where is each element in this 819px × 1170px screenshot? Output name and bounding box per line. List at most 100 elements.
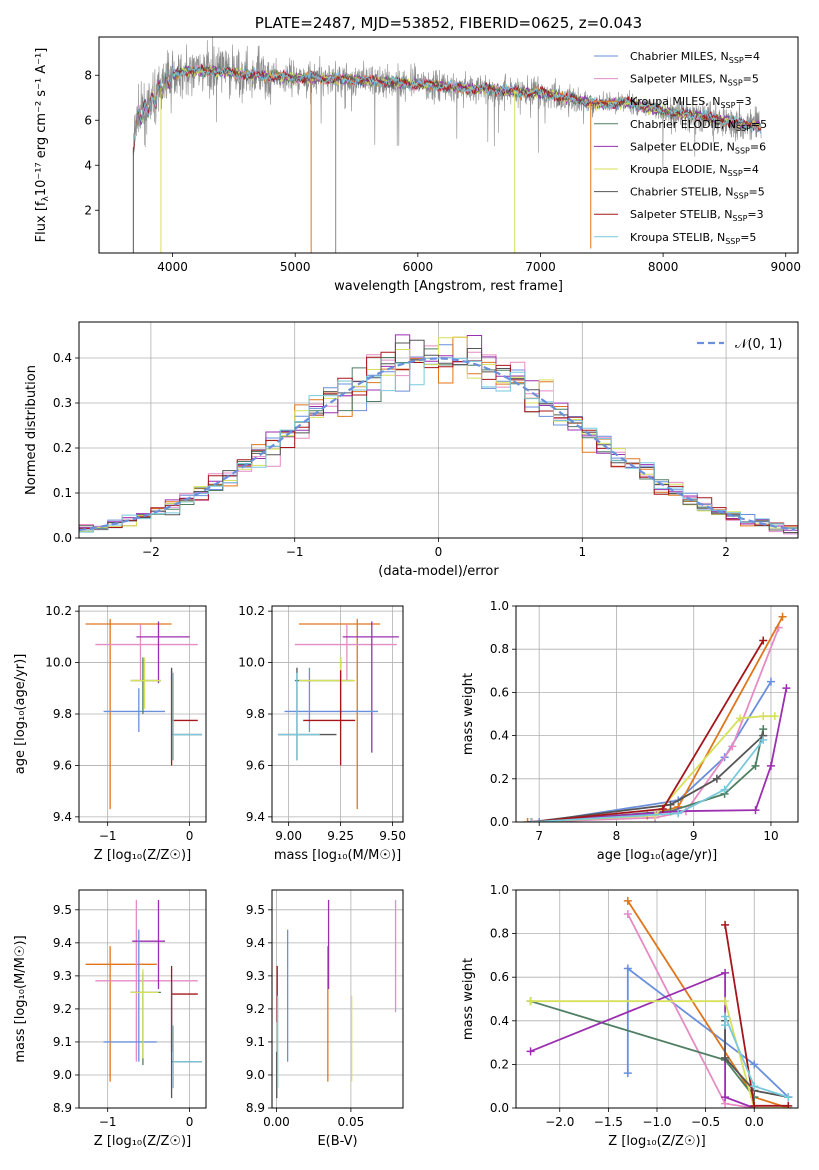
y-tick-label: 9.4: [53, 936, 72, 950]
x-tick-label: −1: [99, 1115, 117, 1129]
axes-frame: [78, 605, 207, 823]
series-marker-salpeter_elodie: [782, 684, 791, 693]
y-tick-label: 1.0: [490, 599, 509, 613]
y-tick-label: 0.0: [53, 531, 72, 545]
spectrum-traces: [132, 37, 762, 253]
series-marker-kroupa_stelib: [759, 735, 768, 744]
mass_vs_z-points: [85, 899, 202, 1099]
series-line-chabrier_miles: [539, 681, 772, 822]
x-axis-label: mass [log₁₀(M/M☉)]: [274, 848, 401, 863]
x-tick-label: 0: [435, 545, 443, 559]
series-marker-kroupa_elodie: [770, 712, 779, 721]
legend-model: Salpeter MILES, N: [630, 73, 728, 86]
y-axis-label-subscript: λ: [41, 196, 51, 202]
series-marker-salpeter_miles: [623, 909, 632, 918]
series-line-kroupa_stelib: [724, 1016, 789, 1098]
legend-subscript: SSP: [732, 214, 747, 223]
x-axis-label: Z [log₁₀(Z/Z☉)]: [94, 1134, 191, 1149]
x-tick-label: 0.05: [338, 1115, 365, 1129]
y-tick-label: 0.8: [490, 927, 509, 941]
series-marker-kroupa_stelib: [721, 1012, 730, 1021]
x-tick-label: 0.0: [745, 1115, 764, 1129]
x-tick-label: 7000: [525, 260, 556, 274]
series-line-kroupa_miles: [627, 900, 789, 1108]
y-tick-label: 9.8: [53, 707, 72, 721]
y-tick-label: 9.6: [53, 758, 72, 772]
massweight_vs_age-panel: 7 8 9 10 0.0 0.2 0.4 0.6 0.8 1.0 age [log₁₀(age/yr…: [461, 599, 799, 863]
x-tick-label: −2.0: [545, 1115, 574, 1129]
reference-normal-curve: [79, 357, 796, 532]
series-marker-salpeter_stelib: [721, 920, 730, 929]
x-tick-label: 4000: [157, 260, 188, 274]
series-marker-salpeter_stelib: [784, 1101, 793, 1108]
y-tick-label: 0.4: [490, 729, 509, 743]
series-marker-chabrier_miles: [535, 818, 544, 822]
y-axis-label: mass weight: [461, 958, 476, 1040]
y-tick-label: 9.4: [246, 936, 265, 950]
series-marker-chabrier_miles: [750, 1060, 759, 1069]
y-tick-label: 10.2: [45, 604, 72, 618]
x-axis-label: wavelength [Angstrom, rest frame]: [334, 279, 563, 294]
legend-entry: Chabrier ELODIE, NSSP=5: [630, 118, 767, 133]
y-tick-label: 6: [84, 113, 92, 127]
legend-n: =3: [735, 95, 751, 108]
y-tick-label: 0.6: [490, 970, 509, 984]
y-tick-label: 9.1: [246, 1035, 265, 1049]
x-tick-label: 0: [186, 1115, 194, 1129]
axes-frame: [271, 889, 404, 1109]
y-tick-label: 0.6: [490, 685, 509, 699]
x-tick-label: 9: [690, 829, 698, 843]
legend-model: Chabrier STELIB, N: [630, 186, 734, 199]
series-marker-salpeter_elodie: [751, 806, 760, 815]
legend-model: Chabrier ELODIE, N: [630, 118, 736, 131]
y-tick-label: 0.2: [490, 772, 509, 786]
y-tick-label: 0.8: [490, 642, 509, 656]
y-tick-label: 10.2: [238, 604, 265, 618]
y-tick-label: 9.3: [53, 969, 72, 983]
series-marker-chabrier_stelib: [721, 1053, 730, 1062]
y-axis-label: mass [log₁₀(M/M☉)]: [13, 935, 28, 1062]
legend-model: Kroupa STELIB, N: [630, 231, 725, 244]
age_vs_z-points: [85, 618, 202, 810]
y-tick-label: 0.2: [53, 441, 72, 455]
series-marker-kroupa_miles: [623, 896, 632, 905]
legend-entry: Kroupa STELIB, NSSP=5: [630, 231, 756, 246]
legend-model: Kroupa ELODIE, N: [630, 163, 728, 176]
legend-entry: Salpeter MILES, NSSP=5: [630, 73, 759, 88]
x-tick-label: 6000: [403, 260, 434, 274]
x-tick-label: 9.25: [327, 829, 354, 843]
legend-n: =4: [743, 163, 759, 176]
series-line-salpeter_miles: [626, 913, 755, 1108]
series-marker-kroupa_stelib: [750, 1082, 759, 1091]
histogram-kroupa_stelib: [79, 357, 798, 536]
y-tick-label: 9.0: [53, 1068, 72, 1082]
series-marker-salpeter_stelib: [658, 805, 667, 814]
series-marker-chabrier_stelib: [712, 774, 721, 783]
y-tick-label: 9.6: [246, 758, 265, 772]
axes-frame: [78, 889, 207, 1109]
legend-subscript: SSP: [734, 192, 749, 201]
legend-subscript: SSP: [728, 169, 743, 178]
y-tick-label: 9.2: [246, 1002, 265, 1016]
legend-model: Chabrier MILES, N: [630, 50, 729, 63]
x-axis-label: Z [log₁₀(Z/Z☉)]: [94, 848, 191, 863]
legend-n: =5: [740, 231, 756, 244]
legend-n: =5: [743, 73, 759, 86]
spectrum-panel: 4000 5000 6000 7000 8000 9000 2 4 6 8 wavelength […: [34, 14, 801, 294]
y-tick-label: 10.0: [45, 656, 72, 670]
axes-frame: [78, 321, 799, 539]
x-axis-label: age [log₁₀(age/yr)]: [597, 848, 718, 863]
y-tick-label: 1.0: [490, 883, 509, 897]
legend-subscript: SSP: [720, 101, 735, 110]
x-tick-label: 9.00: [275, 829, 302, 843]
massweight_vs_z-series: [526, 896, 793, 1108]
y-tick-label: 0.4: [53, 351, 72, 365]
massweight_vs_z-panel: −2.0 −1.5 −1.0 −0.5 0.0 0.0 0.2 0.4 0.6 0.8 1.0 Z […: [461, 883, 799, 1149]
series-marker-kroupa_stelib: [784, 1093, 793, 1102]
series-line-chabrier_stelib: [724, 1020, 789, 1098]
series-line-salpeter_elodie: [530, 971, 755, 1108]
x-tick-label: 10: [763, 829, 778, 843]
massweight_vs_age-series: [523, 612, 791, 822]
residuals-panel: −2 −1 0 1 2 0.0 0.1 0.2 0.3 0.4 (data-model)/error…: [24, 321, 799, 579]
y-tick-label: 8.9: [246, 1101, 265, 1115]
